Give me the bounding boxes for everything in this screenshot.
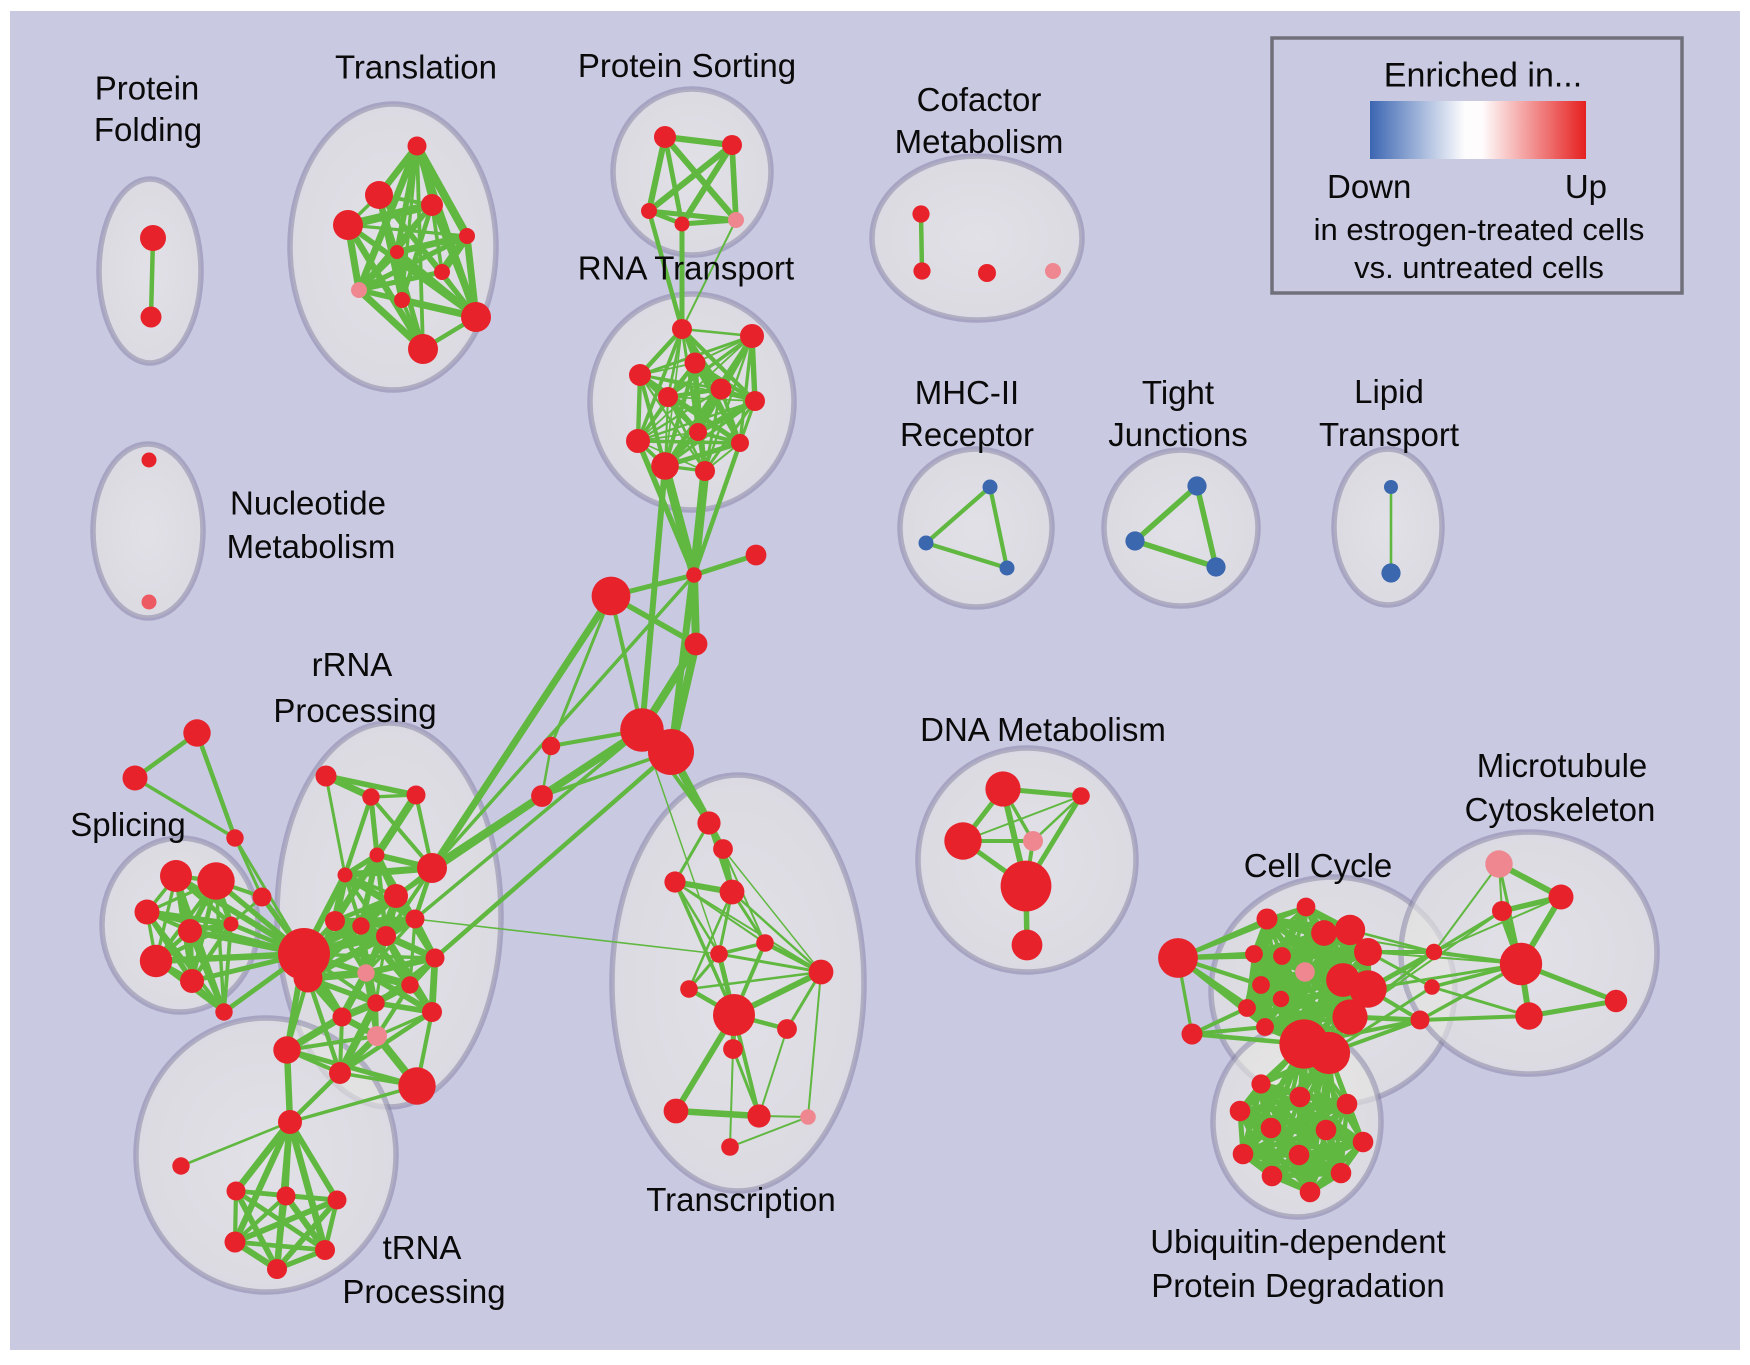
svg-text:Metabolism: Metabolism [227, 528, 396, 565]
svg-text:Translation: Translation [335, 49, 497, 86]
svg-text:Protein: Protein [95, 70, 200, 107]
svg-text:Junctions: Junctions [1108, 416, 1247, 453]
svg-text:Processing: Processing [342, 1273, 505, 1310]
svg-text:vs. untreated cells: vs. untreated cells [1354, 250, 1604, 285]
svg-text:DNA Metabolism: DNA Metabolism [920, 711, 1166, 748]
svg-text:in estrogen-treated cells: in estrogen-treated cells [1314, 212, 1645, 247]
svg-text:Lipid: Lipid [1354, 373, 1424, 410]
svg-text:Splicing: Splicing [70, 806, 186, 843]
svg-text:RNA Transport: RNA Transport [578, 250, 794, 287]
svg-text:Down: Down [1327, 168, 1411, 205]
svg-text:Transport: Transport [1319, 416, 1459, 453]
svg-text:Enriched in...: Enriched in... [1384, 57, 1582, 95]
svg-text:Cytoskeleton: Cytoskeleton [1465, 791, 1656, 828]
svg-text:Metabolism: Metabolism [895, 123, 1064, 160]
svg-text:Microtubule: Microtubule [1477, 747, 1648, 784]
svg-text:Tight: Tight [1142, 374, 1214, 411]
svg-text:Ubiquitin-dependent: Ubiquitin-dependent [1150, 1223, 1445, 1260]
svg-text:Folding: Folding [94, 111, 202, 148]
svg-text:Protein Sorting: Protein Sorting [578, 47, 796, 84]
svg-text:tRNA: tRNA [383, 1229, 462, 1266]
svg-text:rRNA: rRNA [312, 646, 393, 683]
svg-text:Receptor: Receptor [900, 416, 1034, 453]
svg-text:Transcription: Transcription [646, 1181, 836, 1218]
svg-text:Protein Degradation: Protein Degradation [1151, 1267, 1445, 1304]
svg-text:Cofactor: Cofactor [917, 81, 1042, 118]
svg-text:Cell Cycle: Cell Cycle [1244, 847, 1393, 884]
svg-text:MHC-II: MHC-II [915, 374, 1019, 411]
svg-text:Up: Up [1565, 168, 1607, 205]
svg-text:Nucleotide: Nucleotide [230, 485, 386, 522]
svg-text:Processing: Processing [273, 692, 436, 729]
